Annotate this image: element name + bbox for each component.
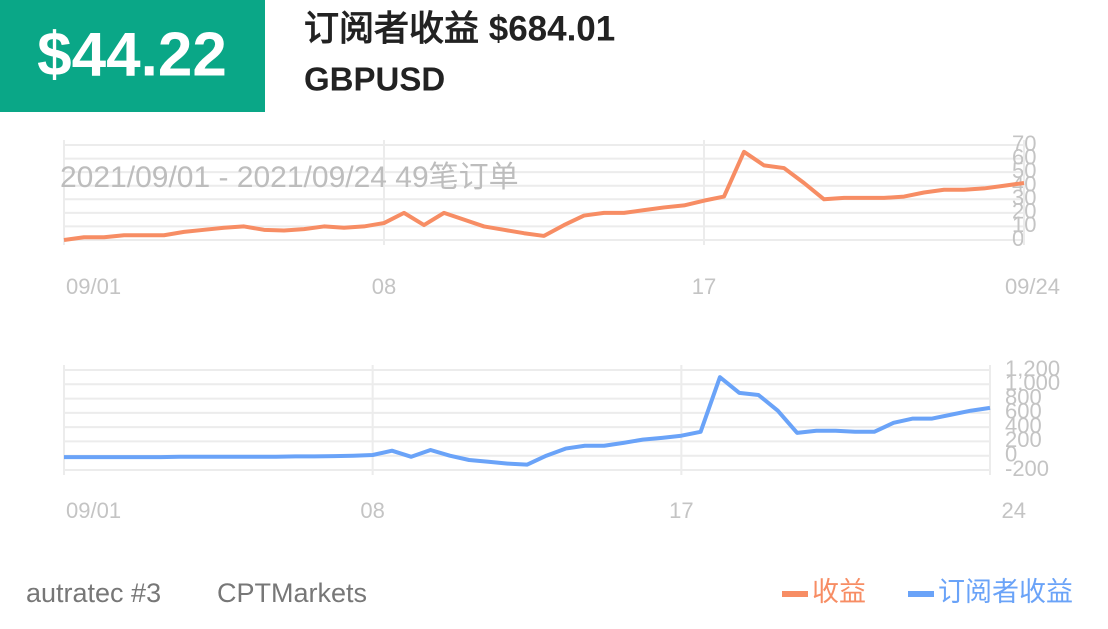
broker: CPTMarkets bbox=[217, 578, 367, 608]
y-tick-label: 600 bbox=[1005, 399, 1042, 424]
y-tick-label: 0 bbox=[1012, 226, 1024, 251]
legend-label[interactable]: 订阅者收益 bbox=[938, 577, 1073, 607]
annotation: 2021/09/01 - 2021/09/24 49笔订单 bbox=[60, 161, 519, 194]
x-tick-label: 09/01 bbox=[66, 498, 121, 523]
y-tick-label: 400 bbox=[1005, 413, 1042, 438]
legend-swatch bbox=[908, 591, 934, 597]
series-line bbox=[64, 375, 991, 467]
legend-swatch bbox=[782, 591, 808, 597]
y-tick-label: 800 bbox=[1005, 384, 1042, 409]
x-tick-label: 17 bbox=[669, 498, 693, 523]
x-tick-label: 24 bbox=[1002, 498, 1026, 523]
title: 订阅者收益 $684.01 bbox=[304, 9, 615, 48]
y-tick-label: -200 bbox=[1005, 456, 1049, 481]
x-tick-label: 09/24 bbox=[1005, 274, 1060, 299]
legend-label[interactable]: 收益 bbox=[812, 577, 866, 607]
x-tick-label: 08 bbox=[372, 274, 396, 299]
amount: $44.22 bbox=[37, 20, 227, 89]
y-tick-label: 1,000 bbox=[1005, 370, 1060, 395]
account: autratec #3 bbox=[26, 578, 161, 608]
amount-badge bbox=[0, 0, 265, 112]
series-line bbox=[63, 149, 1025, 242]
x-tick-label: 08 bbox=[360, 498, 384, 523]
symbol: GBPUSD bbox=[304, 61, 445, 98]
x-tick-label: 17 bbox=[692, 274, 716, 299]
y-tick-label: 1,200 bbox=[1005, 356, 1060, 381]
y-tick-label: 200 bbox=[1005, 427, 1042, 452]
y-tick-label: 0 bbox=[1005, 442, 1017, 467]
x-tick-label: 09/01 bbox=[66, 274, 121, 299]
